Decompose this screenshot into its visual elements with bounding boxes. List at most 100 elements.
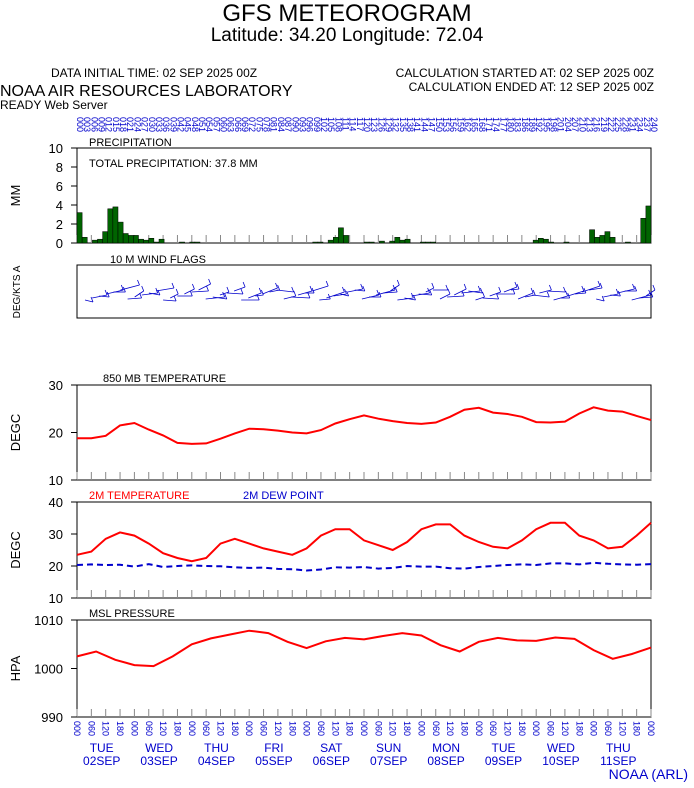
top-hour-label: 072 [247, 117, 257, 132]
precip-bar [548, 241, 554, 244]
wind-barb-flag [549, 284, 552, 291]
day-label: FRI [264, 741, 283, 755]
wind-barb [404, 297, 416, 301]
top-hour-label: 093 [297, 117, 307, 132]
wind-barb [638, 296, 653, 299]
bottom-hour-label: 060 [201, 721, 211, 736]
precip-bar [158, 238, 165, 244]
date-label: 11SEP [600, 754, 636, 768]
temp850-title: 850 MB TEMPERATURE [103, 373, 226, 385]
top-hour-label: 159 [455, 117, 465, 132]
wind-barb-flag [461, 290, 465, 297]
precip-bar [399, 239, 406, 244]
top-hour-label: 141 [412, 117, 422, 132]
bottom-hour-label: 180 [402, 721, 412, 736]
wind-barb [390, 284, 400, 292]
top-hour-label: 066 [233, 117, 243, 132]
wind-barb [255, 294, 264, 297]
wind-barb [99, 295, 110, 298]
wind-barb [84, 299, 94, 303]
top-hour-label: 075 [254, 117, 264, 132]
top-hour-label: 126 [376, 117, 386, 132]
top-hour-label: 162 [462, 117, 472, 132]
bottom-hour-label: 000 [129, 721, 139, 736]
top-hour-label: 033 [154, 117, 164, 132]
wind-barb [354, 289, 365, 292]
top-hour-label: 018 [118, 117, 128, 132]
bottom-hour-label: 000 [474, 721, 484, 736]
wind-barb [468, 290, 483, 294]
bottom-hour-label: 000 [589, 721, 599, 736]
y-tick-label: 20 [49, 559, 63, 574]
y-tick-label: 10 [49, 141, 63, 156]
wind-barb [191, 290, 209, 293]
date-label: 09SEP [485, 754, 522, 768]
wind-barb [510, 288, 520, 291]
top-hour-label: 120 [362, 117, 372, 132]
precip-title: PRECIPITATION [89, 137, 172, 149]
dewpoint-line [76, 561, 652, 572]
top-hour-label: 081 [269, 117, 279, 132]
date-label: 06SEP [313, 754, 350, 768]
top-hour-label: 069 [240, 117, 250, 132]
top-hour-label: 129 [384, 117, 394, 132]
wind-barb [539, 289, 552, 294]
wind-barb-flag [360, 283, 364, 290]
day-label: TUE [90, 741, 114, 755]
footer-noaa: NOAA (ARL) [608, 766, 688, 782]
day-label: THU [606, 741, 631, 755]
wind-barb [333, 293, 347, 297]
wind-barb-flag [583, 287, 587, 294]
page-title: GFS METEOROGRAM [222, 0, 472, 27]
location-subtitle: Latitude: 34.20 Longitude: 72.04 [210, 25, 484, 46]
wind-barb [319, 298, 331, 301]
wind-barb [461, 290, 481, 294]
precip-bar [102, 231, 108, 244]
precip-bar [317, 241, 324, 244]
bottom-hour-label: 120 [273, 721, 283, 736]
bottom-hour-label: 180 [230, 721, 240, 736]
bottom-hour-label: 120 [617, 721, 627, 736]
precip-bar [609, 237, 616, 244]
y-tick-label: 40 [49, 495, 63, 510]
wind-barb-flag [173, 295, 177, 302]
temp850-ylabel: DEGC [8, 414, 23, 452]
wind-barb [418, 293, 432, 296]
bottom-hour-label: 120 [388, 721, 398, 736]
top-hour-label: 045 [183, 117, 193, 132]
wind-barb-flag [293, 290, 297, 297]
day-label: TUE [492, 741, 516, 755]
wind-barb-flag [258, 287, 262, 294]
precip-bar [532, 239, 539, 244]
top-hour-label: 003 [82, 117, 92, 132]
top-hour-label: 123 [369, 117, 379, 132]
bottom-hour-label: 120 [158, 721, 168, 736]
y-tick-label: 30 [49, 527, 63, 542]
top-hour-label: 027 [140, 117, 150, 132]
bottom-hour-label: 120 [560, 721, 570, 736]
bottom-hour-label: 060 [86, 721, 96, 736]
top-hour-label: 144 [419, 117, 429, 132]
date-label: 10SEP [542, 754, 579, 768]
top-hour-label: 234 [635, 117, 645, 132]
wind-barb-flag [601, 295, 605, 302]
y-tick-label: 1010 [34, 613, 63, 628]
precip-total: TOTAL PRECIPITATION: 37.8 MM [89, 158, 258, 170]
wind-barb [454, 288, 467, 296]
wind-barb-flag [309, 285, 313, 292]
precip-bar [138, 238, 144, 244]
wind-barb [475, 296, 485, 301]
top-hour-label: 063 [226, 117, 236, 132]
legend-2m-dew: 2M DEW POINT [243, 490, 324, 502]
wind-barb-flag [463, 283, 467, 290]
date-label: 05SEP [255, 754, 292, 768]
y-tick-label: 8 [56, 160, 63, 175]
precip-bar [389, 240, 395, 244]
day-label: MON [432, 741, 460, 755]
wind-barb [326, 291, 345, 299]
top-hour-label: 024 [132, 117, 142, 132]
precip-bar [594, 237, 600, 244]
top-hour-label: 057 [211, 117, 221, 132]
precip-bar [122, 233, 129, 244]
top-hour-label: 039 [168, 117, 178, 132]
